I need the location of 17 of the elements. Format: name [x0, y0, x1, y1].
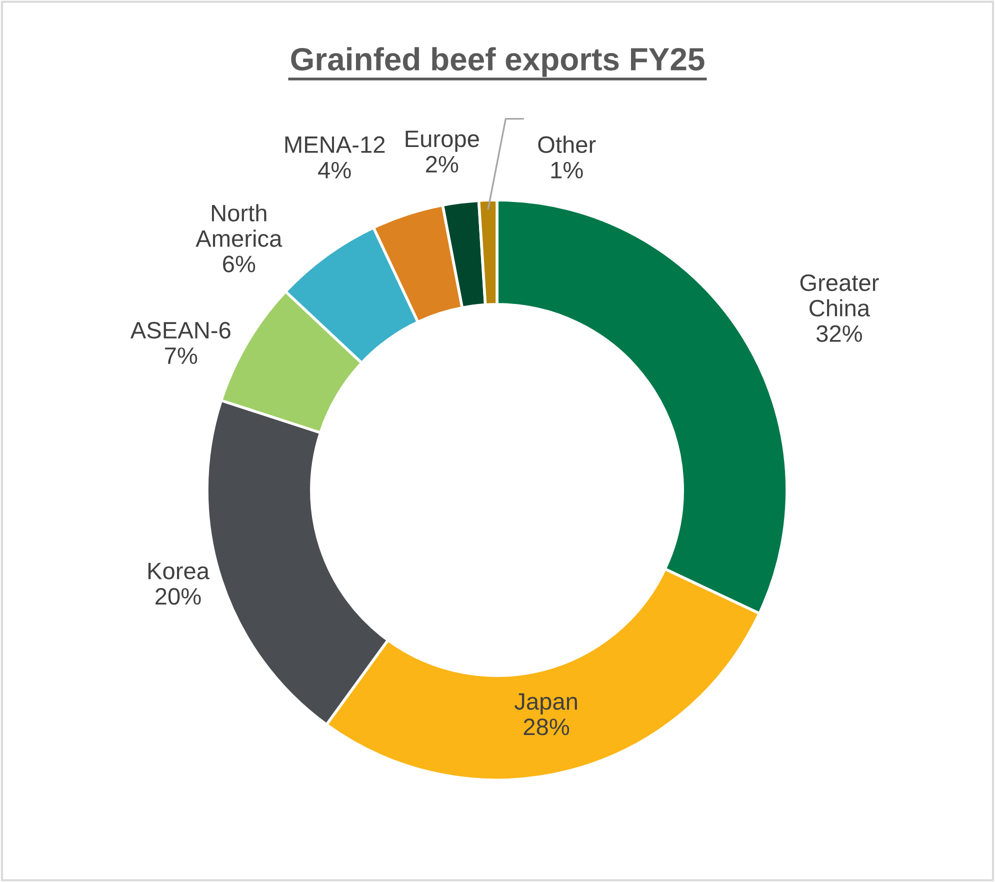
slice-label: North America — [196, 204, 282, 247]
data-label: 1% — [551, 162, 583, 178]
slice-label: ASEAN-6 — [130, 322, 230, 339]
data-label: 6% — [223, 256, 256, 272]
slice-label: Japan — [514, 693, 577, 714]
slice-label: MENA-12 — [285, 136, 385, 153]
slice-label: Greater China — [800, 274, 879, 317]
data-label: 20% — [156, 588, 201, 605]
data-label: 4% — [318, 162, 351, 178]
slice-label: Europe — [406, 130, 479, 152]
data-label: 2% — [426, 156, 458, 173]
chart-title: Grainfed beef exports FY25 — [291, 47, 704, 77]
data-label: 28% — [524, 718, 570, 736]
data-label: 32% — [816, 325, 862, 342]
slice-label: Korea — [148, 562, 210, 580]
slice-label: Other — [538, 136, 596, 154]
data-label: 7% — [165, 347, 198, 364]
